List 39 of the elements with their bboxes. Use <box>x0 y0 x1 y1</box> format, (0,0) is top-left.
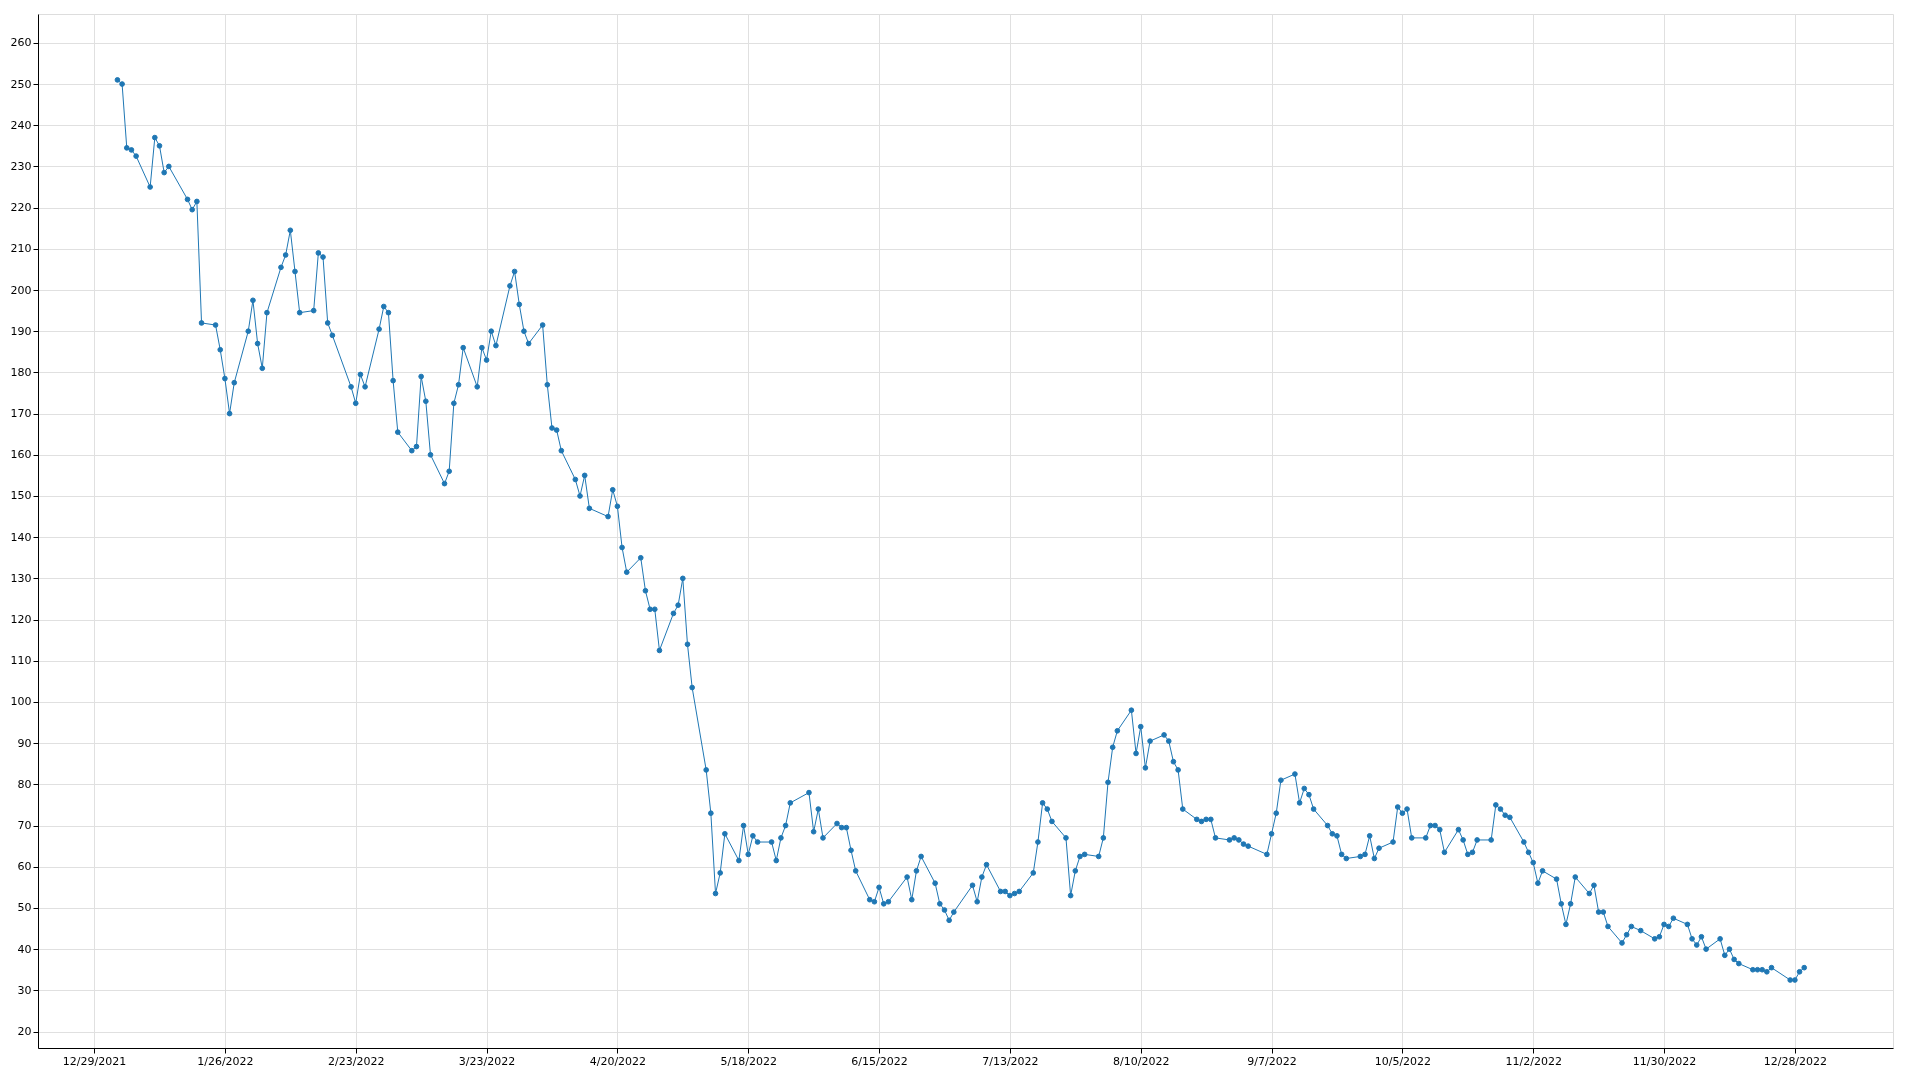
y-tick-label: 180 <box>10 365 32 379</box>
x-tick-label: 9/7/2022 <box>1247 1054 1297 1068</box>
x-tick-label: 11/2/2022 <box>1505 1054 1562 1068</box>
y-tick-label: 250 <box>10 77 32 91</box>
y-tick-label: 80 <box>17 777 32 791</box>
x-tick-label: 2/23/2022 <box>328 1054 385 1068</box>
y-tick-label: 190 <box>10 324 32 338</box>
y-tick-label: 230 <box>10 159 32 173</box>
y-tick-label: 70 <box>17 819 32 833</box>
x-tick-label: 11/30/2022 <box>1632 1054 1697 1068</box>
y-tick-label: 170 <box>10 407 32 421</box>
y-tick-label: 50 <box>17 901 32 915</box>
y-tick-label: 210 <box>10 242 32 256</box>
x-tick-label: 5/18/2022 <box>720 1054 777 1068</box>
y-tick-label: 200 <box>10 283 32 297</box>
y-tick-label: 260 <box>10 36 32 50</box>
y-tick-label: 40 <box>17 942 32 956</box>
x-tick-label: 10/5/2022 <box>1374 1054 1432 1068</box>
y-tick-label: 130 <box>10 571 32 585</box>
y-tick-label: 120 <box>10 613 32 627</box>
y-tick-label: 160 <box>10 448 32 462</box>
y-tick-label: 30 <box>17 983 32 997</box>
y-tick-label: 20 <box>17 1025 32 1039</box>
y-tick-label: 60 <box>17 860 32 874</box>
y-tick-label: 220 <box>10 201 32 215</box>
x-tick-label: 1/26/2022 <box>197 1054 254 1068</box>
x-tick-label: 8/10/2022 <box>1113 1054 1170 1068</box>
x-tick-label: 4/20/2022 <box>589 1054 647 1068</box>
y-tick-label: 150 <box>10 489 32 503</box>
x-tick-label: 7/13/2022 <box>982 1054 1039 1068</box>
y-tick-label: 90 <box>17 736 32 750</box>
y-tick-label: 110 <box>10 654 32 668</box>
y-tick-label: 240 <box>10 118 32 132</box>
x-tick-label: 12/29/2021 <box>62 1054 127 1068</box>
y-tick-label: 140 <box>10 530 32 544</box>
x-tick-label: 6/15/2022 <box>851 1054 908 1068</box>
x-tick-label: 3/23/2022 <box>458 1054 516 1068</box>
y-tick-label: 100 <box>10 695 32 709</box>
x-tick-label: 12/28/2022 <box>1763 1054 1828 1068</box>
